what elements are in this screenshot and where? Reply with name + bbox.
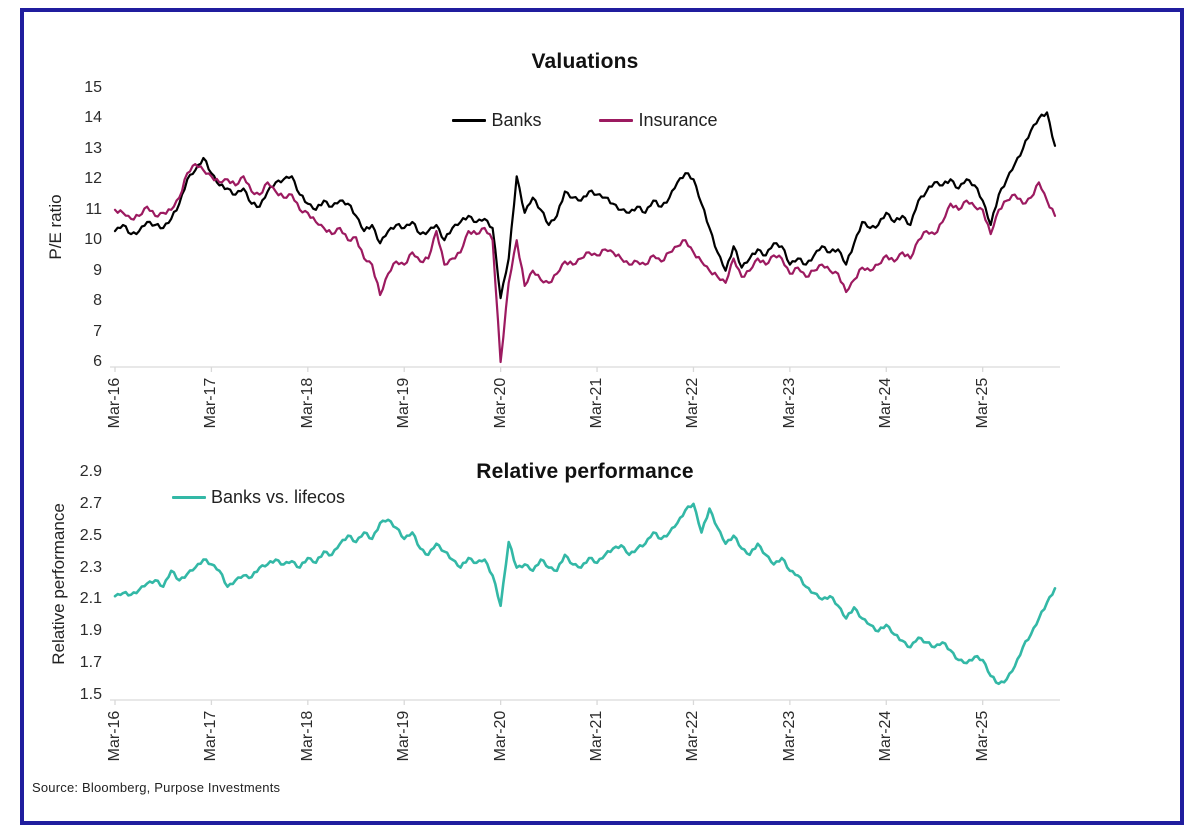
y-tick-label: 6 (93, 353, 102, 370)
y-tick-label: 14 (84, 109, 102, 127)
y-tick-label: 2.5 (79, 526, 102, 544)
banks-vs-lifecos-line (113, 502, 1057, 686)
valuations-legend: Banks Insurance (110, 110, 1060, 131)
x-tick-label: Mar-25 (973, 710, 991, 762)
valuations-plot (110, 111, 1060, 372)
y-tick-label: 11 (85, 200, 102, 218)
y-tick-label: 9 (93, 261, 102, 279)
x-tick-label: Mar-21 (588, 377, 606, 429)
x-tick-label: Mar-23 (780, 377, 798, 429)
y-tick-label: 13 (84, 139, 102, 157)
insurance-legend-swatch-icon (599, 119, 634, 122)
y-tick-label: 1.7 (79, 654, 102, 672)
x-tick-label: Mar-21 (588, 710, 606, 762)
x-tick-label: Mar-18 (298, 377, 316, 429)
relative-performance-legend: Banks vs. lifecos (172, 487, 345, 508)
legend-label: Banks vs. lifecos (211, 487, 346, 507)
y-tick-label: 12 (84, 170, 102, 188)
x-tick-label: Mar-24 (877, 377, 895, 429)
source-note: Source: Bloomberg, Purpose Investments (32, 780, 281, 795)
x-tick-label: Mar-17 (202, 710, 220, 762)
banks-legend-swatch-icon (452, 119, 487, 122)
insurance-line (113, 162, 1057, 364)
x-tick-label: Mar-20 (491, 710, 509, 762)
y-tick-label: 10 (84, 231, 102, 249)
x-tick-label: Mar-22 (684, 377, 702, 429)
y-tick-label: 2.3 (79, 558, 102, 576)
x-tick-label: Mar-19 (395, 377, 413, 429)
legend-item-banks: Banks (452, 110, 541, 131)
y-tick-label: 1.9 (79, 622, 102, 640)
y-tick-label: 1.5 (79, 686, 102, 703)
x-tick-label: Mar-17 (202, 377, 220, 429)
y-tick-label: 2.9 (79, 463, 102, 480)
banks-vs-lifecos-legend-swatch-icon (172, 496, 206, 499)
relative-performance-plot (110, 502, 1060, 705)
legend-item-insurance: Insurance (599, 110, 718, 131)
valuations-title: Valuations (531, 50, 639, 73)
y-tick-label: 7 (93, 322, 102, 340)
banks-line (113, 111, 1057, 300)
x-tick-label: Mar-16 (106, 377, 123, 429)
x-tick-label: Mar-18 (298, 710, 316, 762)
x-tick-label: Mar-22 (684, 710, 702, 762)
x-tick-label: Mar-24 (877, 710, 895, 762)
legend-label: Banks (491, 110, 542, 130)
legend-item-banks-vs-lifecos: Banks vs. lifecos (172, 487, 345, 508)
legend-label: Insurance (638, 110, 718, 130)
x-tick-label: Mar-25 (973, 377, 991, 429)
y-tick-label: 15 (84, 79, 102, 96)
x-tick-label: Mar-23 (780, 710, 798, 762)
y-tick-label: 2.1 (79, 590, 102, 608)
relative-performance-title: Relative performance (476, 460, 694, 483)
y-tick-label: 8 (93, 292, 102, 310)
x-tick-label: Mar-19 (395, 710, 413, 762)
y-tick-label: 2.7 (79, 494, 102, 512)
x-tick-label: Mar-20 (491, 377, 509, 429)
x-tick-label: Mar-16 (106, 710, 123, 762)
